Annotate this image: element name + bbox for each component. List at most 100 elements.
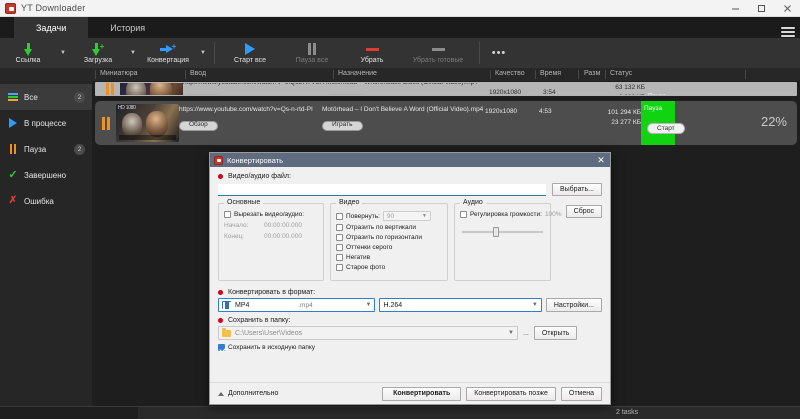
toolbar-start-all-button[interactable]: Старт все — [219, 38, 281, 68]
column-header-size[interactable]: Разм — [584, 70, 601, 77]
minimize-icon[interactable] — [722, 0, 748, 17]
toolbar-pause-all-button[interactable]: Пауза все — [281, 38, 343, 68]
grayscale-checkbox[interactable] — [336, 244, 343, 251]
close-icon[interactable] — [774, 0, 800, 17]
title-bar: YT Downloader — [0, 0, 800, 17]
sidebar-item-in-progress[interactable]: В процессе — [0, 110, 92, 136]
column-header-status[interactable]: Статус — [610, 70, 633, 77]
volume-slider-knob[interactable] — [493, 227, 499, 237]
sidebar-item-error[interactable]: ✗ Ошибка — [0, 188, 92, 214]
convert-button[interactable]: Конвертировать — [382, 386, 462, 401]
toolbar-convert-dropdown[interactable]: ▼ — [200, 50, 206, 56]
hamburger-menu-icon[interactable] — [781, 26, 795, 38]
format-settings-button[interactable]: Настройки... — [545, 298, 602, 312]
error-x-icon: ✗ — [8, 195, 18, 206]
start-button[interactable]: Старт — [647, 123, 685, 134]
sidebar-item-paused[interactable]: Пауза 2 — [0, 136, 92, 162]
old-photo-row[interactable]: Старое фото — [336, 264, 442, 271]
toolbar-link-dropdown[interactable]: ▼ — [60, 50, 66, 56]
toolbar-convert-button[interactable]: + Конвертация — [140, 38, 196, 68]
rotate-select[interactable]: 90 ▼ — [382, 211, 431, 221]
sidebar-item-label: В процессе — [24, 118, 67, 128]
task-size-total: 63 132 КБ — [615, 83, 645, 91]
status-badge: Пауза — [644, 105, 663, 112]
toolbar-link-button[interactable]: Ссылка — [0, 38, 56, 68]
group-video-title: Видео — [336, 199, 363, 206]
file-path-input[interactable] — [218, 184, 546, 196]
column-header-time[interactable]: Время — [540, 70, 562, 77]
play-button[interactable]: Играть — [322, 120, 363, 131]
table-row[interactable]: HD 1080 https://www.youtube.com/watch?v=… — [95, 82, 797, 96]
advanced-toggle[interactable]: Дополнительно — [218, 390, 278, 397]
browse-button[interactable]: Обзор — [183, 93, 222, 95]
toolbar-link-label: Ссылка — [15, 57, 41, 64]
same-folder-row[interactable]: Сохранить в исходную папку — [218, 344, 602, 351]
column-header-input[interactable]: Ввод — [190, 70, 207, 77]
tab-tasks[interactable]: Задачи — [14, 17, 89, 38]
toolbar-separator-1 — [214, 42, 215, 64]
trim-option-row[interactable]: Вырезать видео/аудио: — [224, 211, 318, 218]
grayscale-row[interactable]: Оттенки серого — [336, 244, 442, 251]
sidebar-item-label: Пауза — [24, 144, 47, 154]
flip-vertical-row[interactable]: Отразить по вертикали — [336, 224, 442, 231]
volume-slider-track — [462, 231, 543, 233]
required-dot-icon — [218, 290, 223, 295]
toolbar-remove-label: Убрать — [360, 57, 384, 64]
toolbar-download-button[interactable]: + Загрузка — [70, 38, 126, 68]
row-pause-button[interactable] — [99, 83, 120, 95]
old-photo-checkbox[interactable] — [336, 264, 343, 271]
toolbar-remove-button[interactable]: Убрать — [343, 38, 401, 68]
status-bar-left-segment — [0, 407, 138, 419]
chevron-down-icon: ▼ — [365, 302, 372, 308]
format-codec-select[interactable]: H.264 ▼ — [379, 298, 542, 312]
toolbar-remove-finished-button[interactable]: Убрать готовые — [401, 38, 475, 68]
trim-start-value[interactable]: 00:00:00.000 — [264, 222, 302, 229]
flip-horizontal-row[interactable]: Отразить по горизонтали — [336, 234, 442, 241]
remove-icon — [365, 42, 379, 56]
play-button[interactable]: Играть — [326, 93, 367, 95]
folder-path-value: C:\Users\User\Videos — [235, 329, 303, 337]
folder-path-select[interactable]: C:\Users\User\Videos ▼ — [218, 326, 518, 340]
maximize-icon[interactable] — [748, 0, 774, 17]
sidebar-item-completed[interactable]: ✓ Завершено — [0, 162, 92, 188]
column-header-thumbnail[interactable]: Миниатюра — [100, 70, 138, 77]
toolbar-download-label: Загрузка — [83, 57, 113, 64]
toolbar-convert-label: Конвертация — [147, 57, 189, 64]
reset-button[interactable]: Сброс — [565, 205, 602, 218]
negative-checkbox[interactable] — [336, 254, 343, 261]
folder-browse-button[interactable]: ... — [523, 329, 529, 337]
trim-checkbox[interactable] — [224, 211, 231, 218]
toolbar-overflow-button[interactable]: ••• — [491, 47, 507, 59]
cancel-button[interactable]: Отмена — [560, 386, 602, 401]
format-label-row: Конвертировать в формат: — [218, 289, 602, 296]
rotate-checkbox[interactable] — [336, 212, 343, 220]
negative-row[interactable]: Негатив — [336, 254, 442, 261]
group-main-title: Основные — [224, 199, 264, 206]
toolbar-download-dropdown[interactable]: ▼ — [130, 50, 136, 56]
same-folder-checkbox[interactable] — [218, 344, 225, 351]
flip-vertical-checkbox[interactable] — [336, 224, 343, 231]
chevron-up-icon — [218, 391, 224, 396]
column-header-destination[interactable]: Назначение — [338, 70, 377, 77]
window-title: YT Downloader — [21, 3, 86, 13]
row-pause-button[interactable] — [95, 101, 116, 145]
sidebar-item-all[interactable]: Все 2 — [0, 84, 92, 110]
column-header-quality[interactable]: Качество — [495, 70, 525, 77]
browse-file-button[interactable]: Выбрать... — [551, 183, 602, 196]
flip-horizontal-checkbox[interactable] — [336, 234, 343, 241]
volume-option-row[interactable]: Регулировка громкости: 100% — [460, 211, 562, 218]
folder-open-button[interactable]: Открыть — [533, 326, 578, 340]
rotate-option-row[interactable]: Повернуть: 90 ▼ — [336, 211, 442, 221]
dialog-close-icon[interactable]: ✕ — [597, 154, 605, 165]
convert-later-button[interactable]: Конвертировать позже — [466, 386, 556, 401]
tab-history[interactable]: История — [88, 17, 168, 38]
browse-button[interactable]: Обзор — [179, 120, 218, 131]
convert-add-icon: + — [159, 42, 176, 56]
volume-slider[interactable] — [460, 227, 545, 237]
dialog-title-bar: Конвертировать ✕ — [210, 153, 610, 167]
folder-row: C:\Users\User\Videos ▼ ... Открыть — [218, 326, 602, 340]
format-container-select[interactable]: MP4 .mp4 ▼ — [218, 298, 376, 312]
table-row[interactable]: HD 1080 https://www.youtube.com/watch?v=… — [95, 101, 797, 145]
trim-end-value[interactable]: 00:00:00.000 — [264, 233, 302, 240]
volume-checkbox[interactable] — [460, 211, 467, 218]
